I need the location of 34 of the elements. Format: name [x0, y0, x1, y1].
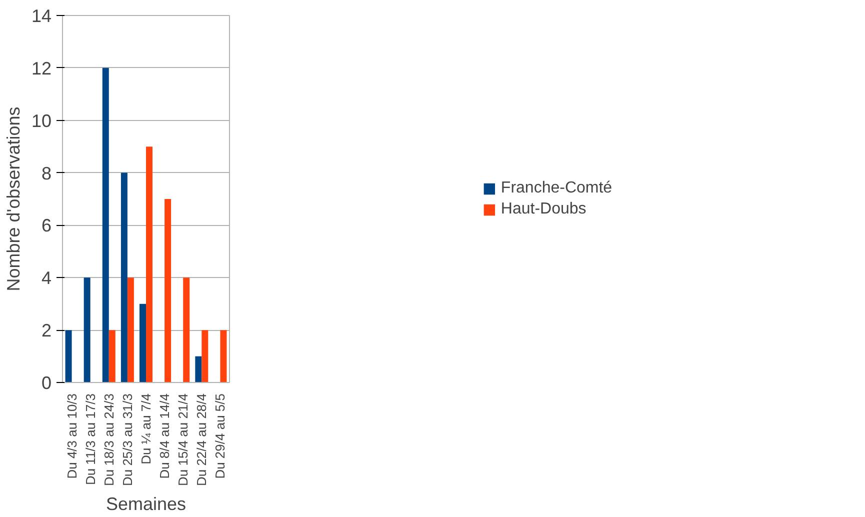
bar	[183, 278, 190, 382]
x-tick-label: Du 4/3 au 10/3	[64, 393, 80, 479]
y-tick-label: 14	[31, 6, 52, 26]
x-tick-label: Du 8/4 au 14/4	[157, 393, 172, 479]
y-tick-label: 8	[41, 163, 52, 184]
bar	[202, 330, 208, 382]
x-tick-label: Du 18/3 au 24/3	[101, 393, 116, 486]
bar	[65, 330, 72, 382]
legend-label: Haut-Doubs	[500, 200, 586, 218]
x-tick-label: Du ¼ au 7/4	[138, 394, 154, 464]
x-tick-label: Du 15/4 au 21/4	[176, 393, 191, 486]
y-tick-label: 6	[41, 216, 52, 236]
x-tick-label: Du 22/4 au 28/4	[194, 393, 210, 486]
bar	[220, 330, 227, 382]
x-axis-title: Semaines	[106, 494, 186, 514]
y-tick-label: 4	[41, 268, 52, 288]
bar	[195, 356, 202, 382]
bar	[146, 146, 152, 382]
bar	[84, 278, 90, 382]
legend-label: Franche-Comté	[500, 179, 612, 197]
bar	[164, 199, 172, 382]
y-tick-label: 10	[31, 110, 52, 131]
y-tick-label: 0	[41, 373, 52, 393]
bar	[108, 330, 116, 382]
y-tick-label: 12	[31, 58, 52, 78]
bar	[127, 278, 134, 382]
x-tick-label: Du 11/3 au 17/3	[82, 393, 98, 486]
x-tick-label: Du 29/4 au 5/5	[212, 393, 228, 479]
bar	[120, 172, 128, 382]
bar	[102, 68, 109, 382]
x-tick-label: Du 25/3 au 31/3	[120, 393, 135, 486]
bar	[140, 304, 146, 382]
y-axis-title: Nombre d'observations	[3, 106, 24, 292]
y-tick-label: 2	[41, 320, 52, 341]
